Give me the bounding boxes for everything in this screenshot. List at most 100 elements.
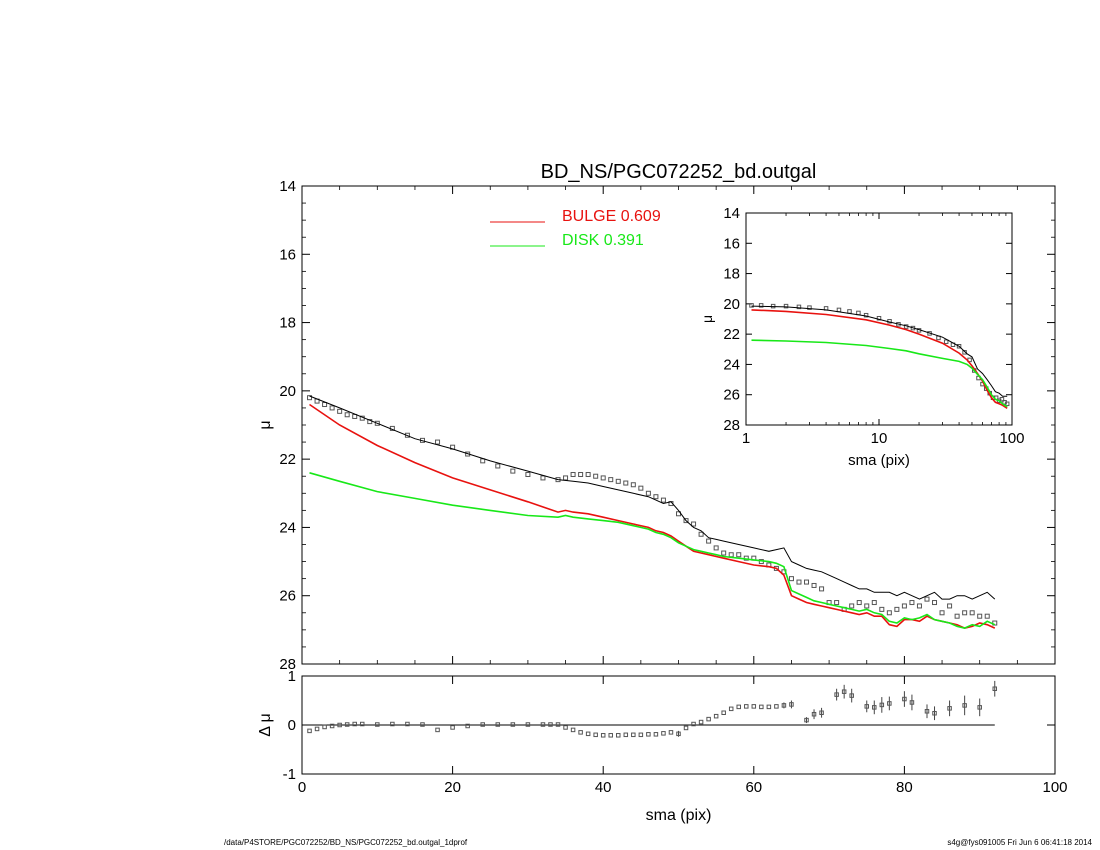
main-point (510, 468, 516, 474)
main-ytick-label: 18 (279, 315, 296, 332)
residual-point (329, 723, 335, 729)
residual-point (744, 704, 749, 709)
residual-point (789, 702, 794, 707)
residual-point (593, 732, 598, 738)
main-point (698, 531, 704, 537)
residual-point (585, 731, 591, 737)
residual-point (322, 724, 327, 730)
main-point (307, 395, 313, 401)
main-ytick-label: 22 (279, 451, 296, 468)
residual-xtick-label: 20 (444, 779, 461, 796)
main-point (728, 552, 734, 558)
main-point (834, 600, 840, 606)
residual-xtick-label: 60 (745, 779, 762, 796)
residual-point (525, 722, 531, 727)
main-ytick-label: 20 (279, 383, 296, 400)
residual-point (879, 702, 885, 708)
residual-point (834, 692, 839, 697)
main-point (608, 477, 614, 483)
main-point (804, 579, 810, 585)
main-point (811, 582, 817, 588)
residual-point (751, 704, 757, 709)
inset-point (807, 305, 812, 310)
residual-point (804, 717, 809, 723)
residual-point (947, 706, 952, 711)
main-point (788, 576, 794, 582)
main-ytick-label: 26 (279, 588, 296, 605)
main-point (645, 490, 651, 496)
inset-bulge-line (751, 309, 1008, 409)
inset-point (749, 303, 754, 308)
residual-xtick-label: 40 (595, 779, 612, 796)
residual-point (781, 703, 787, 708)
residual-point (766, 704, 772, 710)
inset-point (1004, 401, 1010, 407)
main-point (713, 545, 719, 551)
residual-point (646, 732, 651, 737)
main-point (337, 408, 343, 414)
residual-point (435, 727, 440, 733)
inset-point (876, 315, 882, 321)
inset-xtick-label: 10 (871, 430, 888, 447)
residual-point (774, 704, 779, 709)
residual-point (540, 722, 546, 727)
main-point (871, 600, 877, 606)
residual-point (759, 704, 764, 710)
residual-xtick-label: 100 (1042, 779, 1067, 796)
residual-xlabel: sma (pix) (646, 807, 712, 824)
main-point (593, 473, 599, 479)
legend-label: BULGE 0.609 (562, 208, 661, 225)
residual-point (352, 721, 357, 727)
inset-point (962, 350, 967, 355)
main-point (969, 610, 975, 616)
residual-point (314, 726, 320, 732)
residual-ylabel: Δ μ (257, 713, 274, 736)
residual-point (924, 709, 930, 714)
residual-point (653, 732, 659, 737)
main-point (879, 606, 885, 612)
residual-point (977, 705, 982, 710)
main-point (932, 600, 938, 606)
main-point (525, 472, 531, 478)
residual-point (405, 721, 410, 727)
residual-xtick-label: 80 (896, 779, 913, 796)
residual-point (570, 727, 576, 733)
footer-timestamp: s4g@fys091005 Fri Jun 6 06:41:18 2014 (947, 838, 1092, 847)
main-point (916, 603, 922, 609)
main-point (962, 610, 968, 616)
residual-point (578, 730, 583, 735)
main-point (570, 472, 576, 478)
inset-ytick-label: 24 (723, 356, 740, 373)
residual-point (616, 733, 621, 738)
residual-ytick-label: 0 (288, 717, 296, 734)
residual-point (668, 730, 674, 735)
inset-disk-line (751, 339, 1008, 408)
residual-point (691, 721, 696, 727)
main-point (947, 603, 953, 609)
main-point (563, 475, 569, 481)
residual-point (706, 716, 711, 722)
main-point (653, 494, 659, 500)
residual-point (375, 722, 380, 727)
main-point (984, 613, 990, 619)
residual-point (698, 719, 704, 725)
residual-point (359, 721, 365, 727)
main-point (924, 596, 930, 602)
main-point (623, 480, 629, 486)
main-point (721, 550, 727, 556)
main-point (329, 405, 335, 411)
inset-xtick-label: 1 (742, 430, 750, 447)
inset-point (943, 339, 949, 344)
main-ytick-label: 28 (279, 656, 296, 673)
main-point (796, 579, 802, 585)
main-point (819, 586, 825, 592)
residual-point (638, 732, 644, 738)
inset-point (783, 303, 789, 309)
main-point (683, 518, 689, 524)
inset-ylabel: μ (699, 315, 715, 323)
residual-point (728, 706, 734, 712)
residual-point (661, 731, 666, 736)
main-point (578, 472, 584, 478)
inset-xtick-label: 100 (999, 430, 1024, 447)
main-point (600, 475, 606, 481)
